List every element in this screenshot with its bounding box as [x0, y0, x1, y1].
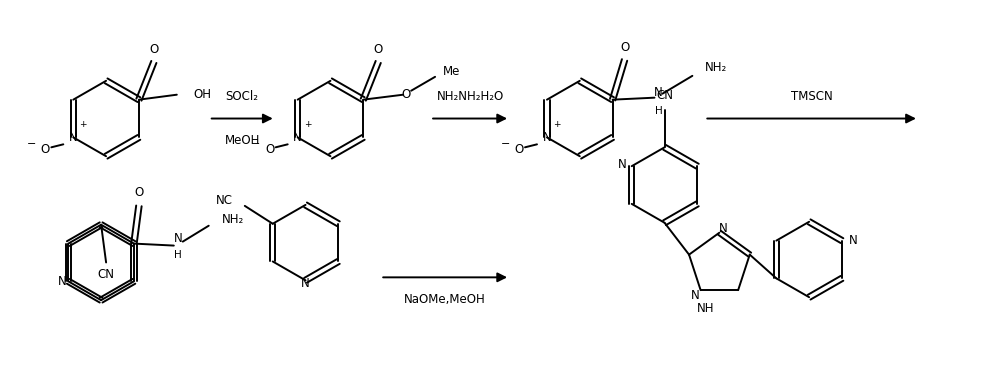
Text: +: +	[304, 120, 311, 129]
Text: O: O	[514, 143, 524, 156]
Text: NaOMe,MeOH: NaOMe,MeOH	[404, 293, 486, 306]
Text: O: O	[374, 43, 383, 56]
Text: NC: NC	[216, 194, 233, 208]
Text: N: N	[293, 131, 302, 144]
Text: SOCl₂: SOCl₂	[226, 90, 259, 103]
Text: NH₂: NH₂	[222, 213, 244, 226]
Text: MeOH: MeOH	[225, 134, 260, 147]
Text: O: O	[134, 186, 144, 200]
Text: NH₂: NH₂	[705, 61, 728, 74]
Text: N: N	[173, 232, 182, 245]
Text: N: N	[691, 289, 700, 302]
Text: Me: Me	[443, 65, 460, 78]
Text: H: H	[655, 105, 662, 116]
Text: +: +	[553, 120, 561, 129]
Text: OH: OH	[194, 88, 212, 101]
Text: O: O	[41, 143, 50, 156]
Text: CN: CN	[98, 268, 115, 281]
Text: NH₂NH₂H₂O: NH₂NH₂H₂O	[436, 90, 504, 103]
Text: TMSCN: TMSCN	[791, 90, 833, 103]
Text: N: N	[58, 275, 66, 288]
Text: −: −	[251, 139, 260, 149]
Text: N: N	[719, 222, 728, 235]
Text: +: +	[80, 120, 87, 129]
Text: N: N	[543, 131, 551, 144]
Text: −: −	[500, 139, 510, 149]
Text: NH: NH	[697, 302, 714, 314]
Text: N: N	[654, 86, 663, 99]
Text: O: O	[265, 143, 274, 156]
Text: N: N	[301, 277, 310, 290]
Text: O: O	[402, 88, 411, 101]
Text: O: O	[149, 43, 158, 56]
Text: H: H	[174, 249, 182, 260]
Text: O: O	[620, 40, 629, 54]
Text: N: N	[618, 158, 627, 171]
Text: −: −	[27, 139, 36, 149]
Text: N: N	[69, 131, 78, 144]
Text: CN: CN	[656, 89, 673, 102]
Text: N: N	[849, 234, 858, 247]
